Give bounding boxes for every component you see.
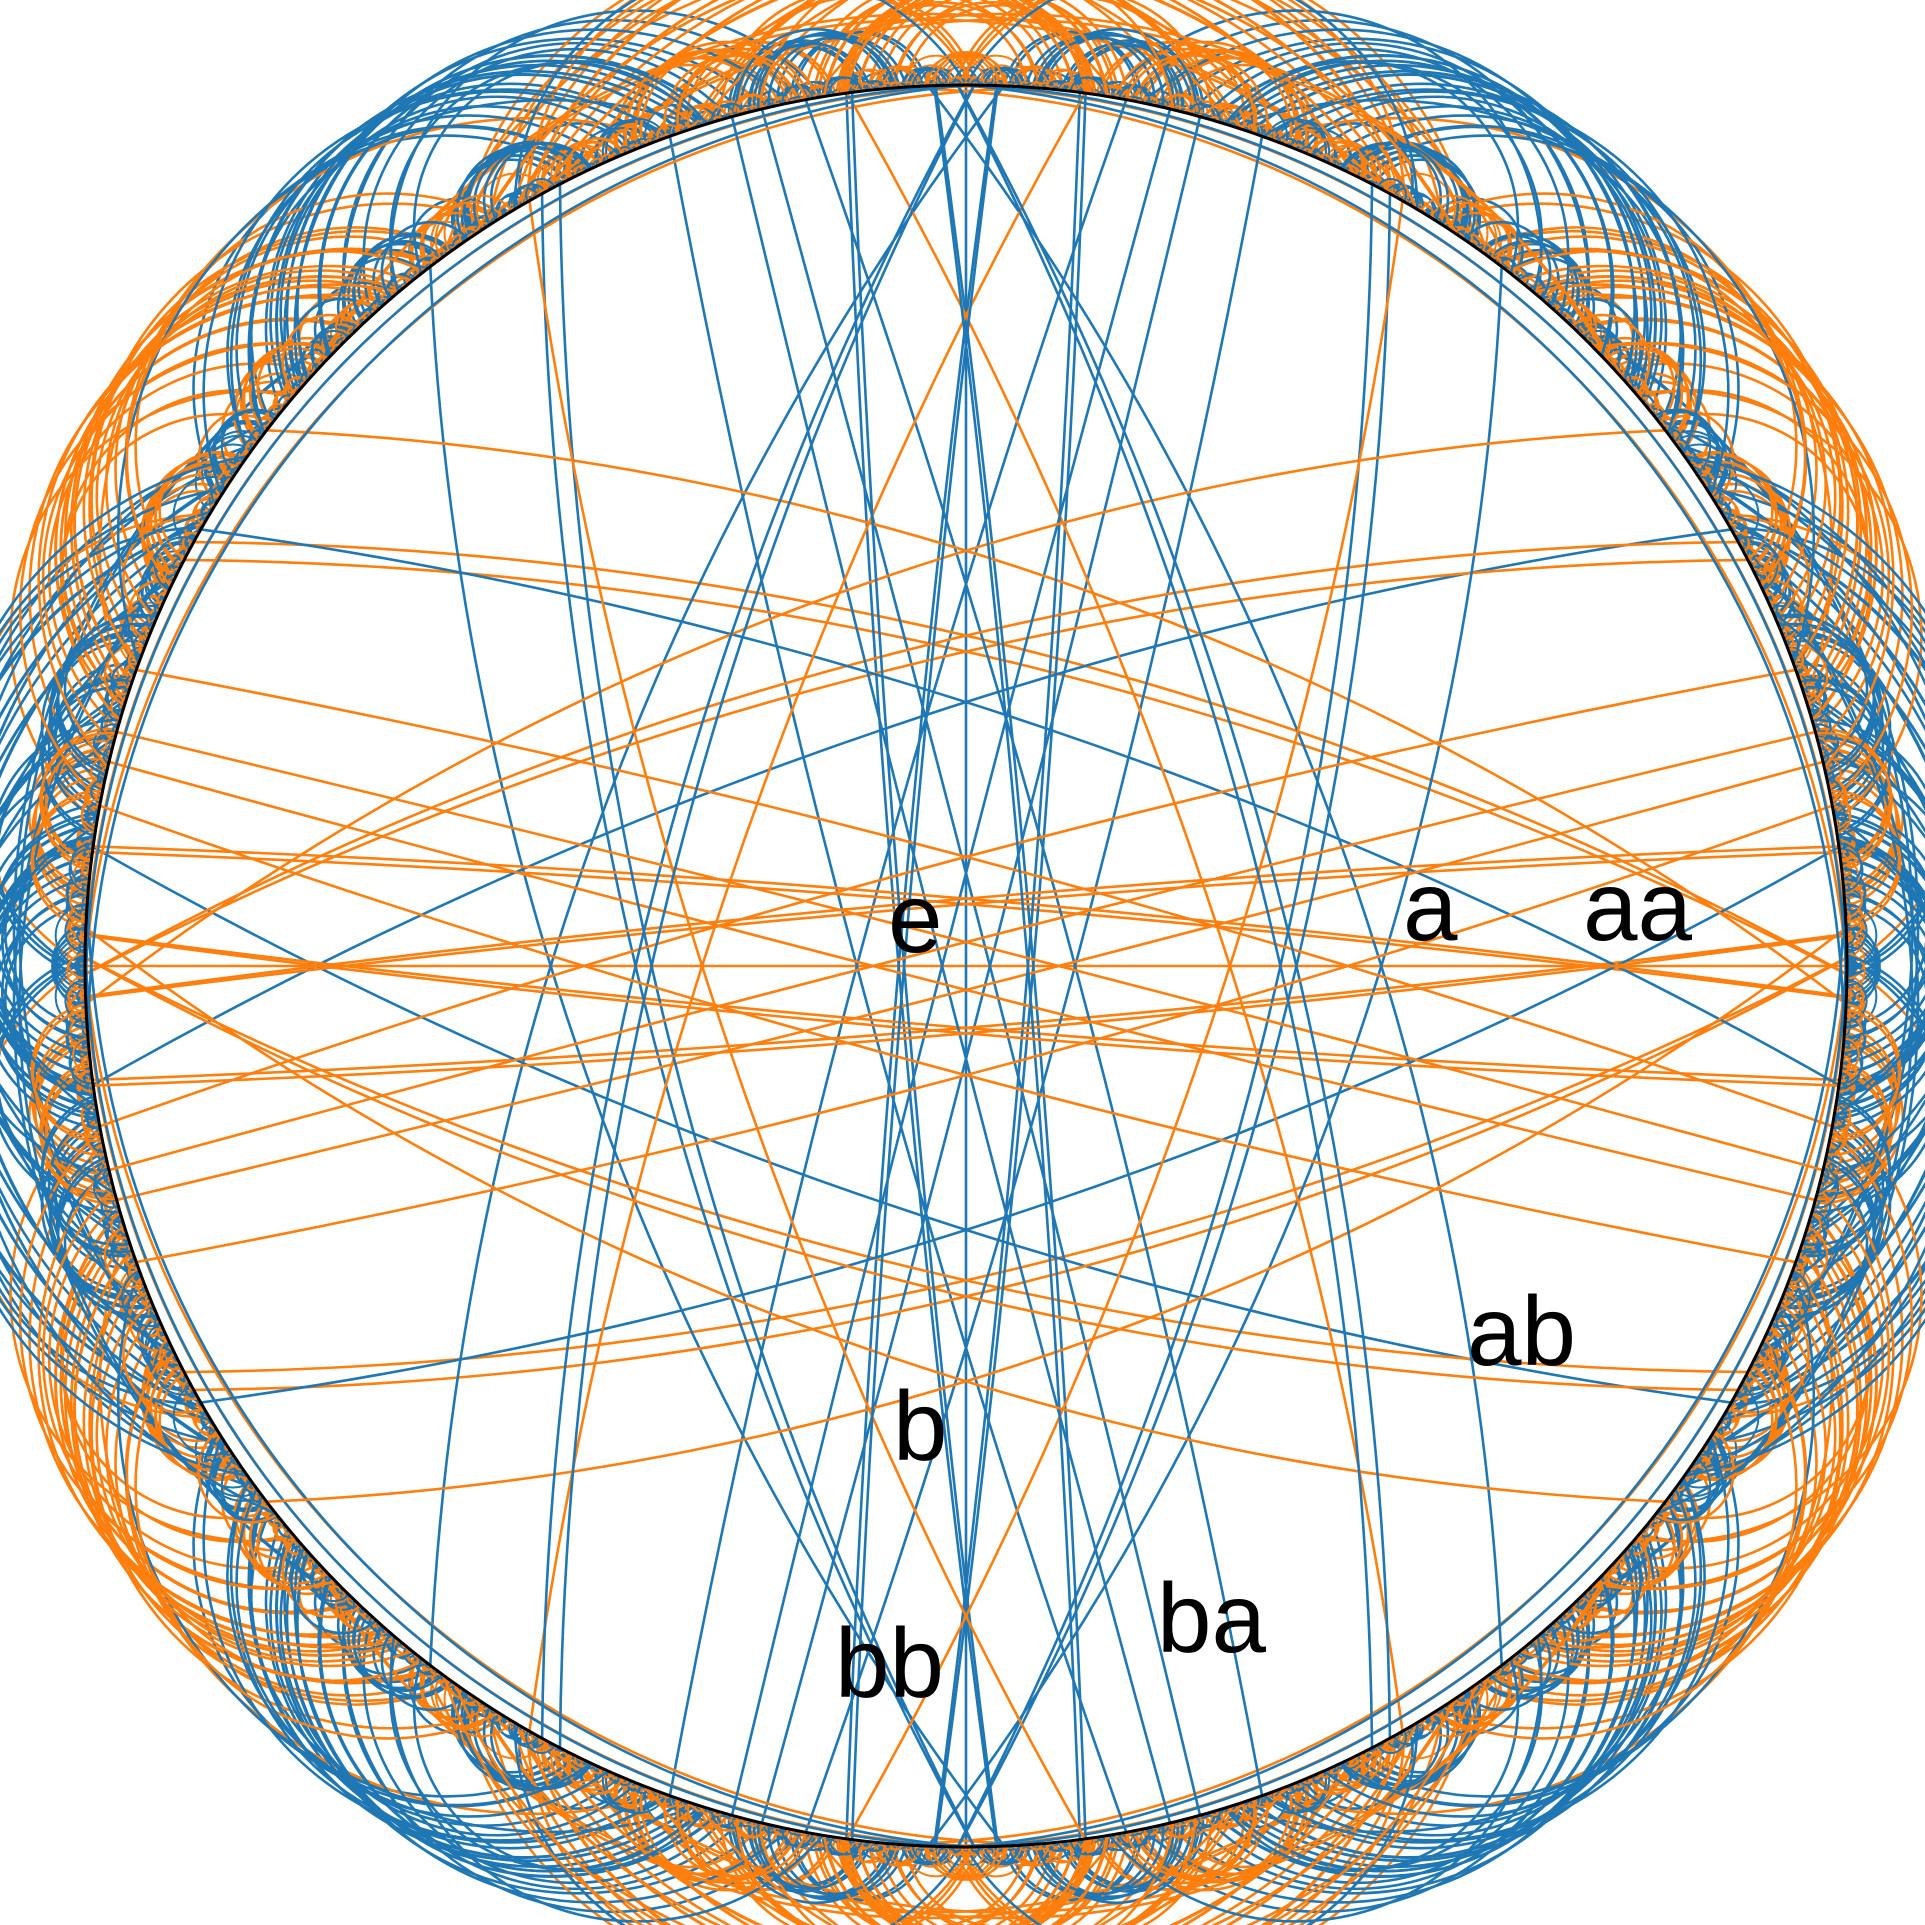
a-geodesic-arc [486, 1705, 1108, 1925]
a-geodesic-arc [272, 1515, 296, 1542]
b-geodesic-arc [1662, 419, 1720, 487]
a-geodesic-arc [85, 932, 1840, 1082]
b-geodesic-arc [1508, 1593, 1596, 1676]
b-geodesic-arc [804, 99, 1264, 1796]
b-geodesic-arc [428, 266, 1006, 1847]
b-geodesic-arc [926, 266, 1504, 1847]
a-geodesic-arc [1635, 389, 1923, 824]
b-geodesic-arc [66, 1015, 90, 1059]
b-geodesic-arc [668, 136, 1128, 1833]
b-geodesic-arc [336, 1593, 424, 1676]
a-geodesic-arc [510, 1720, 1195, 1925]
a-geodesic-arc [84, 558, 1748, 976]
a-geodesic-arc [737, 0, 1422, 212]
b-geodesic-arc [1728, 523, 1925, 1245]
a-geodesic-arc [813, 1684, 1477, 1925]
b-geodesic-arc [1662, 1445, 1720, 1513]
a-geodesic-arc [85, 850, 1840, 1000]
b-geodesic-arc [1351, 1432, 1740, 1798]
a-geodesic-arc [1635, 1108, 1923, 1543]
b-geodesic-arc [1800, 1208, 1828, 1251]
b-geodesic-arc [926, 85, 1504, 1666]
a-geodesic-arc [88, 1262, 496, 1730]
a-geodesic-arc [84, 956, 1739, 1392]
a-geodesic-arc [1476, 1275, 1842, 1703]
b-geodesic-arc [760, 108, 1202, 1816]
b-geodesic-arc [1508, 256, 1596, 339]
b-geodesic-arc [0, 697, 258, 1490]
a-geodesic-arc [84, 540, 1739, 976]
b-geodesic-arc [104, 1208, 132, 1251]
a-geodesic-arc [184, 956, 1848, 1374]
b-geodesic-arc [730, 108, 1172, 1816]
a-geodesic-arc [1436, 1262, 1844, 1730]
b-geodesic-arc [1351, 134, 1740, 500]
b-geodesic-arc [1674, 697, 1925, 1490]
b-geodesic-arc [1842, 1015, 1866, 1059]
b-geodesic-arc [1728, 687, 1925, 1409]
b-geodesic-arc [66, 873, 90, 917]
b-geodesic-arc [1674, 442, 1925, 1235]
b-geodesic-arc [760, 116, 1202, 1824]
b-geodesic-arc [0, 442, 258, 1235]
a-geodesic-arc [84, 956, 1748, 1374]
a-geodesic-arc [272, 390, 296, 417]
a-geodesic-arc [455, 1684, 1119, 1925]
a-geodesic-arc [1436, 202, 1844, 670]
a-geodesic-arc [824, 1705, 1446, 1925]
a-geodesic-arc [184, 558, 1848, 976]
a-geodesic-arc [193, 956, 1848, 1392]
a-geodesic-arc [510, 0, 1195, 212]
b-geodesic-arc [336, 256, 424, 339]
a-geodesic-arc [954, 1811, 1214, 1925]
a-geodesic-arc [193, 540, 1848, 976]
a-geodesic-arc [88, 202, 496, 670]
b-geodesic-arc [1782, 632, 1884, 795]
b-geodesic-arc [668, 99, 1128, 1796]
b-geodesic-arc [48, 632, 150, 795]
b-geodesic-arc [0, 687, 204, 1409]
a-geodesic-arc [90, 1275, 456, 1703]
b-geodesic-arc [1842, 873, 1866, 917]
b-geodesic-arc [730, 116, 1172, 1824]
b-geodesic-arc [804, 136, 1264, 1833]
a-geodesic-arc [1495, 1235, 1862, 1685]
a-geodesic-arc [954, 0, 1214, 121]
a-geodesic-arc [1495, 247, 1862, 697]
a-geodesic-arc [737, 1720, 1422, 1925]
a-geodesic-arc [70, 1235, 437, 1685]
b-geodesic-arc [85, 802, 101, 828]
b-geodesic-arc [1730, 526, 1925, 976]
b-geodesic-arc [0, 526, 202, 976]
b-geodesic-arc [428, 85, 1006, 1666]
